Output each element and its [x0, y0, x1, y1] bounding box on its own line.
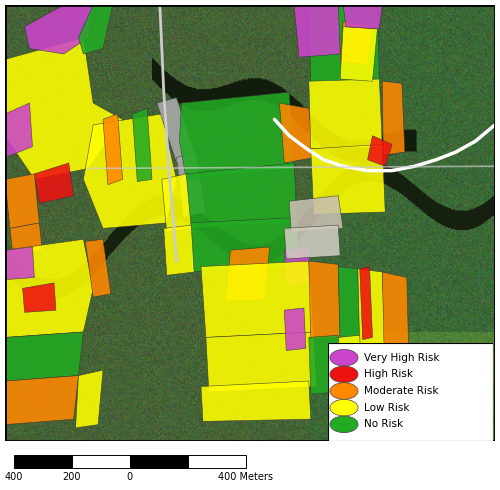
Polygon shape [10, 223, 42, 253]
Polygon shape [78, 5, 113, 54]
Polygon shape [24, 5, 93, 54]
Polygon shape [164, 225, 194, 275]
Bar [188, 455, 246, 468]
Polygon shape [157, 98, 196, 163]
Polygon shape [338, 267, 360, 345]
Polygon shape [280, 103, 314, 163]
Polygon shape [309, 5, 380, 83]
Polygon shape [186, 163, 297, 228]
Polygon shape [84, 114, 176, 228]
Text: Very High Risk: Very High Risk [364, 353, 440, 363]
Circle shape [330, 399, 358, 416]
Polygon shape [358, 269, 385, 350]
Polygon shape [162, 174, 191, 232]
Polygon shape [338, 335, 361, 396]
Polygon shape [382, 272, 409, 356]
Text: No Risk: No Risk [364, 419, 403, 429]
Bar [72, 455, 130, 468]
Polygon shape [206, 332, 316, 392]
Polygon shape [226, 247, 270, 301]
Bar [14, 455, 72, 468]
Polygon shape [189, 218, 299, 272]
Polygon shape [22, 283, 56, 312]
Polygon shape [284, 308, 306, 350]
Polygon shape [309, 261, 340, 340]
Polygon shape [284, 225, 340, 259]
Polygon shape [5, 38, 122, 179]
Bar [130, 455, 188, 468]
Polygon shape [132, 108, 152, 181]
Text: Low Risk: Low Risk [364, 403, 410, 413]
Polygon shape [368, 136, 392, 166]
Polygon shape [5, 375, 78, 425]
Circle shape [330, 349, 358, 366]
Polygon shape [340, 26, 378, 81]
Text: 400 Meters: 400 Meters [218, 472, 273, 482]
Polygon shape [309, 335, 340, 394]
Polygon shape [201, 381, 311, 421]
Polygon shape [343, 5, 382, 29]
Polygon shape [284, 247, 311, 286]
Text: 400: 400 [4, 472, 23, 482]
Polygon shape [5, 103, 32, 158]
Polygon shape [201, 261, 314, 338]
Polygon shape [5, 332, 84, 381]
Polygon shape [103, 114, 122, 185]
Polygon shape [311, 145, 385, 214]
Text: 200: 200 [62, 472, 81, 482]
Polygon shape [180, 92, 294, 179]
Polygon shape [176, 152, 206, 218]
Circle shape [330, 383, 358, 399]
Polygon shape [294, 5, 340, 57]
Polygon shape [289, 196, 343, 232]
Text: High Risk: High Risk [364, 369, 413, 379]
Polygon shape [340, 21, 372, 65]
Polygon shape [76, 370, 103, 428]
Polygon shape [382, 81, 405, 155]
Polygon shape [5, 239, 93, 338]
Polygon shape [309, 79, 382, 149]
Polygon shape [34, 163, 74, 203]
Text: Moderate Risk: Moderate Risk [364, 386, 438, 396]
Text: 0: 0 [126, 472, 133, 482]
Polygon shape [86, 239, 111, 297]
Polygon shape [5, 247, 34, 280]
Polygon shape [360, 267, 372, 340]
Circle shape [330, 366, 358, 383]
Circle shape [330, 416, 358, 433]
Polygon shape [5, 174, 40, 228]
